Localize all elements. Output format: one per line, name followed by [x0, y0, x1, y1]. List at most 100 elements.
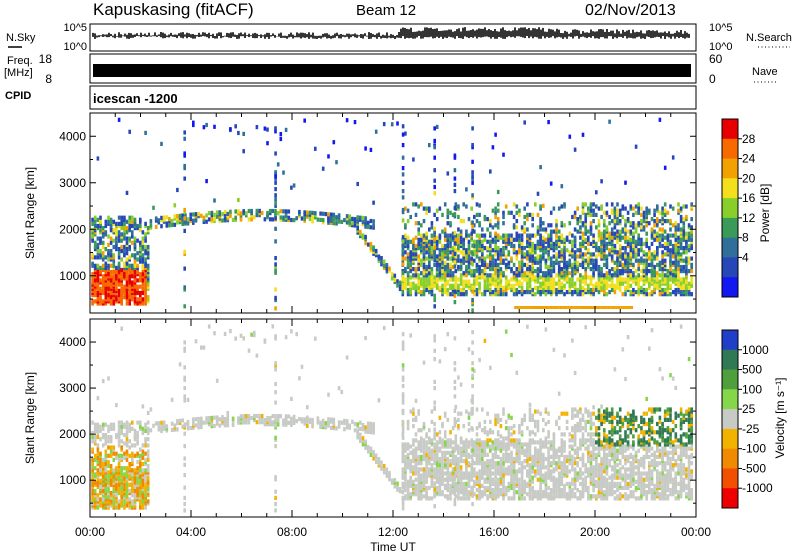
- range-gate-cell: [401, 248, 405, 253]
- range-gate-cell: [109, 223, 113, 229]
- range-gate-cell: [677, 275, 680, 280]
- range-gate-cell: [414, 432, 418, 437]
- range-gate-cell: [144, 451, 147, 456]
- range-gate-cell: [669, 283, 672, 288]
- range-gate-cell: [446, 488, 450, 493]
- range-gate-cell: [144, 257, 147, 262]
- range-gate-cell: [117, 428, 121, 433]
- range-gate-cell: [223, 216, 227, 221]
- range-gate-cell: [382, 263, 386, 268]
- range-gate-cell: [518, 264, 521, 270]
- range-gate-cell: [645, 252, 648, 257]
- range-gate-cell: [663, 165, 667, 170]
- range-gate-cell: [494, 267, 497, 272]
- range-gate-cell: [205, 219, 208, 224]
- range-gate-cell: [587, 262, 590, 267]
- range-gate-cell: [348, 218, 351, 223]
- range-gate-cell: [687, 260, 691, 265]
- range-gate-cell: [380, 464, 383, 469]
- range-gate-cell: [443, 450, 447, 455]
- range-gate-cell: [321, 418, 325, 423]
- range-gate-cell: [120, 420, 123, 425]
- range-gate-cell: [489, 262, 492, 267]
- range-gate-cell: [329, 212, 333, 217]
- range-gate-cell: [595, 246, 598, 251]
- range-gate-cell: [504, 254, 508, 259]
- range-gate-cell: [101, 288, 105, 293]
- range-gate-cell: [136, 238, 139, 243]
- nave-label: Nave: [752, 66, 778, 78]
- range-gate-cell: [139, 251, 142, 256]
- range-gate-cell: [428, 450, 431, 455]
- range-gate-cell: [685, 250, 688, 255]
- range-gate-cell: [115, 403, 118, 408]
- range-gate-cell: [107, 439, 110, 444]
- range-gate-cell: [613, 235, 617, 240]
- range-gate-cell: [629, 252, 633, 257]
- range-gate-cell: [560, 221, 564, 226]
- range-gate-cell: [666, 210, 670, 215]
- range-gate-cell: [582, 306, 585, 309]
- range-gate-cell: [534, 243, 537, 249]
- range-gate-cell: [274, 201, 277, 206]
- range-gate-cell: [560, 239, 564, 244]
- y-tick-label: 3000: [59, 176, 86, 190]
- range-gate-cell: [621, 281, 625, 286]
- range-gate-cell: [382, 259, 386, 264]
- range-gate-cell: [255, 420, 259, 425]
- range-gate-cell: [478, 281, 481, 286]
- date-title: 02/Nov/2013: [585, 2, 676, 19]
- range-gate-cell: [462, 246, 465, 251]
- range-gate-cell: [449, 237, 452, 242]
- range-gate-cell: [109, 499, 113, 504]
- range-gate-cell: [404, 233, 407, 238]
- range-gate-cell: [589, 212, 593, 217]
- range-gate-cell: [679, 206, 683, 211]
- range-gate-cell: [263, 126, 267, 131]
- range-gate-cell: [133, 443, 137, 448]
- range-gate-cell: [677, 227, 680, 232]
- range-gate-cell: [494, 214, 497, 220]
- range-gate-cell: [125, 236, 129, 241]
- range-gate-cell: [494, 258, 497, 263]
- range-gate-cell: [592, 235, 595, 240]
- range-gate-cell: [528, 235, 532, 240]
- range-gate-cell: [234, 215, 237, 220]
- range-gate-cell: [624, 254, 627, 259]
- range-gate-cell: [454, 202, 458, 207]
- range-gate-cell: [483, 269, 487, 274]
- range-gate-cell: [412, 465, 415, 470]
- range-gate-cell: [412, 417, 415, 422]
- range-gate-cell: [542, 252, 545, 257]
- range-gate-cell: [443, 287, 447, 293]
- range-gate-cell: [93, 219, 97, 224]
- range-gate-cell: [237, 209, 240, 214]
- range-gate-cell: [682, 277, 686, 282]
- range-gate-cell: [690, 292, 693, 297]
- range-gate-cell: [279, 209, 283, 214]
- range-gate-cell: [120, 215, 123, 220]
- range-gate-cell: [406, 419, 410, 424]
- range-gate-cell: [136, 466, 139, 471]
- range-gate-cell: [372, 422, 375, 427]
- range-gate-cell: [459, 273, 463, 278]
- range-gate-cell: [412, 442, 415, 447]
- range-gate-cell: [528, 212, 532, 217]
- range-gate-cell: [457, 411, 460, 416]
- range-gate-cell: [128, 267, 131, 273]
- range-gate-cell: [587, 248, 590, 253]
- range-gate-cell: [634, 252, 638, 257]
- range-gate-cell: [96, 282, 100, 287]
- range-gate-cell: [406, 277, 410, 282]
- range-gate-cell: [653, 219, 656, 224]
- range-gate-cell: [499, 252, 503, 257]
- range-gate-cell: [653, 279, 656, 284]
- range-gate-cell: [433, 168, 436, 173]
- range-gate-cell: [613, 246, 617, 251]
- range-gate-cell: [528, 277, 532, 282]
- range-gate-cell: [491, 260, 495, 265]
- range-gate-cell: [571, 277, 574, 282]
- range-gate-cell: [656, 221, 659, 226]
- range-gate-cell: [621, 269, 625, 274]
- range-gate-cell: [361, 233, 365, 238]
